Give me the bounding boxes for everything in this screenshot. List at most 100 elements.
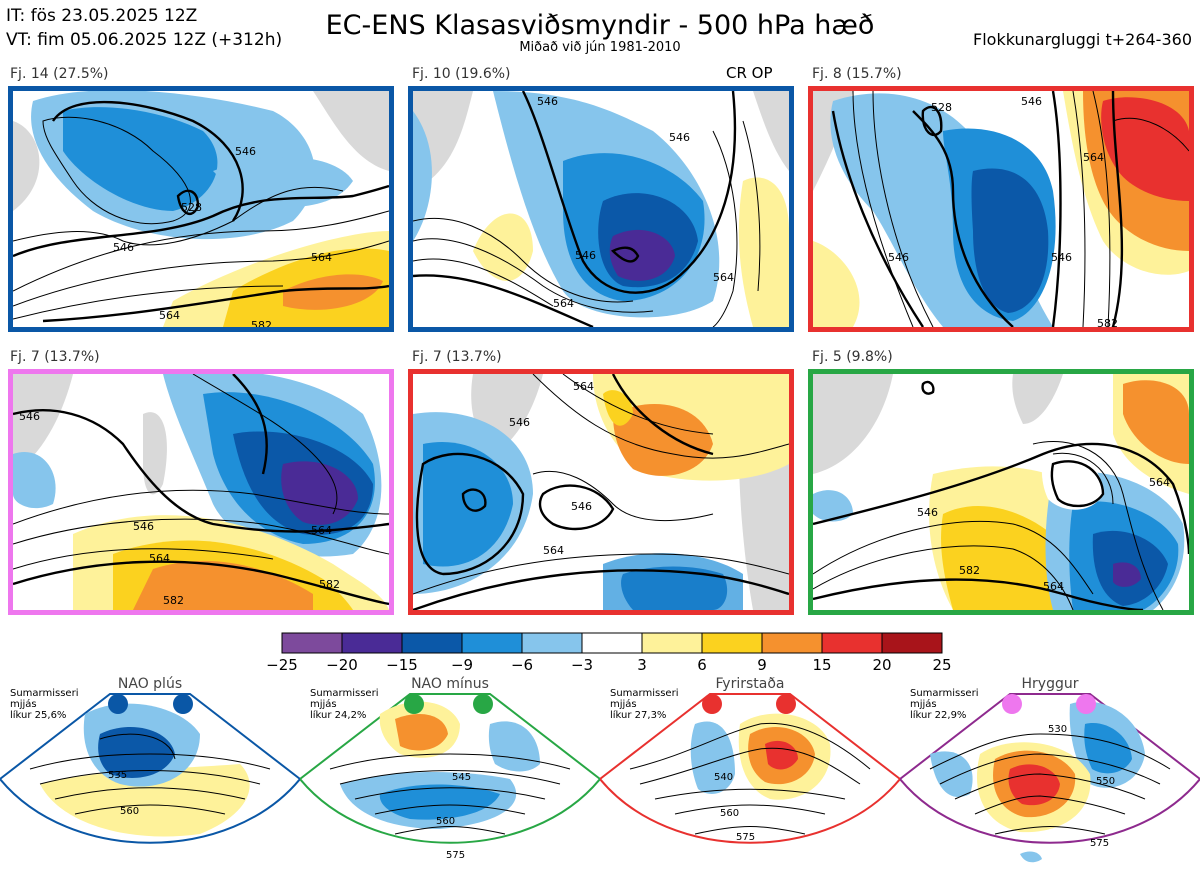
contour-label: 546	[669, 131, 690, 144]
colorbar-swatch	[701, 632, 763, 654]
regime-title: NAO plús	[117, 676, 183, 692]
contour-label: 546	[1021, 95, 1042, 108]
contour-label: 564	[543, 544, 564, 557]
contour-label: 546	[1051, 251, 1072, 264]
regime-title: Hryggur	[1021, 676, 1079, 692]
regime-contour-label: 530	[1048, 724, 1067, 735]
colorbar-tick-label: 20	[872, 656, 892, 674]
regime-description: Sumarmisseri mjjás líkur 25,6%	[10, 688, 79, 721]
cluster-map-2[interactable]: 546 546 546 564 564	[408, 86, 794, 332]
contour-label: 546	[113, 241, 134, 254]
contour-label: 564	[159, 309, 180, 322]
cluster-map-1[interactable]: 546 528 546 564 564 582	[8, 86, 394, 332]
regime-contour-label: 560	[720, 808, 739, 819]
regime-description: Sumarmisseri mjjás líkur 22,9%	[910, 688, 979, 721]
regime-marker-icon	[702, 694, 722, 714]
contour-label: 528	[931, 101, 952, 114]
colorbar-swatch	[761, 632, 823, 654]
contour-label: 546	[917, 506, 938, 519]
colorbar-swatch	[821, 632, 883, 654]
colorbar-tick-label: −25	[266, 656, 298, 674]
contour-label: 546	[235, 145, 256, 158]
cluster-map-6[interactable]: 546 564 564 582	[808, 369, 1194, 615]
contour-label: 582	[1097, 317, 1118, 327]
contour-label: 564	[1043, 580, 1064, 593]
regime-title: NAO mínus	[411, 676, 489, 692]
panel-label: Fj. 7 (13.7%)	[10, 349, 100, 365]
regime-fyrirstada: 540 560 575 Fyrirstaða Sumarmisseri mjjá…	[600, 674, 900, 871]
contour-label: 564	[311, 524, 332, 537]
contour-label: 528	[181, 201, 202, 214]
colorbar-swatch	[401, 632, 463, 654]
regime-description: Sumarmisseri mjjás líkur 24,2%	[310, 688, 379, 721]
regime-marker-icon	[776, 694, 796, 714]
regime-nao-plus: 535 560 NAO plús Sumarmisseri mjjás líku…	[0, 674, 300, 871]
colorbar-tick-label: −6	[510, 656, 534, 674]
cr-op-badge: CR OP	[726, 64, 773, 82]
regime-marker-icon	[1002, 694, 1022, 714]
cluster-map-3[interactable]: 528 546 546 546 564 582	[808, 86, 1194, 332]
colorbar-swatch	[341, 632, 403, 654]
colorbar-tick-label: 15	[812, 656, 832, 674]
regime-nao-minus: 545 560 575 NAO mínus Sumarmisseri mjjás…	[300, 674, 600, 871]
colorbar-tick-label: 3	[637, 656, 647, 674]
contour-label: 564	[311, 251, 332, 264]
initial-time: IT: fös 23.05.2025 12Z	[6, 6, 198, 26]
regime-contour-label: 535	[108, 770, 127, 781]
panel-label: Fj. 5 (9.8%)	[812, 349, 893, 365]
colorbar-tick-label: −20	[326, 656, 358, 674]
panel-label: Fj. 8 (15.7%)	[812, 66, 902, 82]
regime-marker-icon	[473, 694, 493, 714]
regime-contour-label: 540	[714, 772, 733, 783]
contour-label: 582	[959, 564, 980, 577]
contour-label: 564	[573, 380, 594, 393]
regime-description: Sumarmisseri mjjás líkur 27,3%	[610, 688, 679, 721]
regime-contour-label: 575	[736, 832, 755, 843]
colorbar-swatch	[461, 632, 523, 654]
colorbar-swatch	[581, 632, 643, 654]
contour-label: 582	[163, 594, 184, 607]
contour-label: 582	[251, 319, 272, 327]
valid-time: VT: fim 05.06.2025 12Z (+312h)	[6, 30, 283, 50]
regime-marker-icon	[1076, 694, 1096, 714]
colorbar-tick-label: 6	[697, 656, 707, 674]
page-subtitle: Miðað við jún 1981-2010	[519, 40, 681, 55]
contour-label: 582	[319, 578, 340, 591]
colorbar-tick-label: −9	[450, 656, 474, 674]
contour-label: 546	[19, 410, 40, 423]
colorbar-swatch	[641, 632, 703, 654]
regime-contour-label: 550	[1096, 776, 1115, 787]
regime-contour-label: 575	[1090, 838, 1109, 849]
regime-marker-icon	[404, 694, 424, 714]
regime-contour-label: 560	[120, 806, 139, 817]
contour-label: 546	[571, 500, 592, 513]
contour-label: 564	[149, 552, 170, 565]
contour-label: 546	[888, 251, 909, 264]
contour-label: 546	[575, 249, 596, 262]
regime-contour-label: 575	[446, 850, 465, 861]
cluster-map-4[interactable]: 546 546 564 564 582 582	[8, 369, 394, 615]
contour-label: 546	[537, 95, 558, 108]
colorbar-tick-label: −15	[386, 656, 418, 674]
regime-contour-label: 560	[436, 816, 455, 827]
regime-marker-icon	[173, 694, 193, 714]
panel-label: Fj. 7 (13.7%)	[412, 349, 502, 365]
colorbar-swatch	[881, 632, 943, 654]
contour-label: 564	[1083, 151, 1104, 164]
cluster-map-5[interactable]: 546 546 564 564	[408, 369, 794, 615]
panel-label: Fj. 10 (19.6%)	[412, 66, 511, 82]
colorbar-tick-label: 25	[932, 656, 952, 674]
contour-label: 546	[509, 416, 530, 429]
panel-label: Fj. 14 (27.5%)	[10, 66, 109, 82]
colorbar-tick-label: 9	[757, 656, 767, 674]
colorbar	[280, 632, 944, 658]
contour-label: 564	[1149, 476, 1170, 489]
header-left: IT: fös 23.05.2025 12Z VT: fim 05.06.202…	[6, 4, 282, 52]
regime-title: Fyrirstaða	[715, 676, 785, 692]
colorbar-swatch	[281, 632, 343, 654]
regime-contour-label: 545	[452, 772, 471, 783]
contour-label: 564	[553, 297, 574, 310]
colorbar-tick-label: −3	[570, 656, 594, 674]
contour-label: 546	[133, 520, 154, 533]
colorbar-swatch	[521, 632, 583, 654]
